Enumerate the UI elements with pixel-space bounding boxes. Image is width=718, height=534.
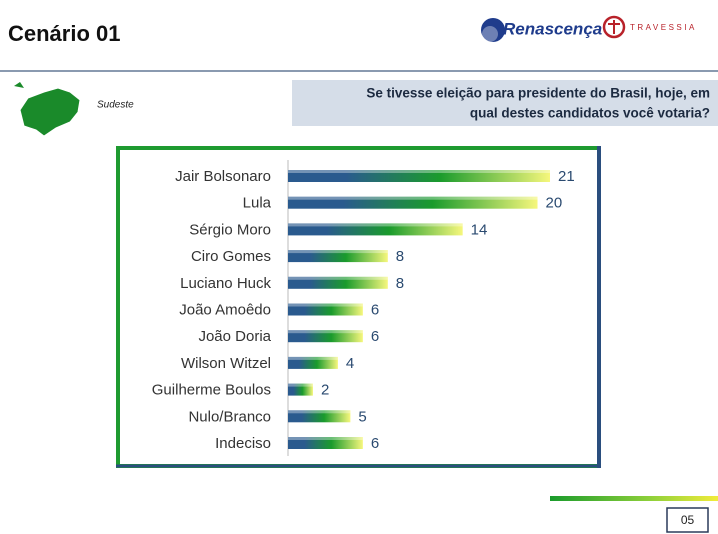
value-label: 6 [371, 328, 379, 345]
bar [288, 437, 363, 449]
region-map [14, 82, 24, 88]
page-number: 05 [681, 513, 695, 527]
value-label: 5 [358, 408, 366, 425]
bar-shine [288, 196, 538, 200]
category-label: Sérgio Moro [189, 221, 271, 238]
category-label: Luciano Huck [180, 275, 271, 292]
bar [288, 383, 313, 396]
bar-shine [288, 410, 351, 414]
value-label: 6 [371, 301, 379, 318]
bar [288, 330, 363, 343]
region-map [19, 87, 81, 137]
question-line: qual destes candidatos você votaria? [470, 106, 710, 121]
bar-shine [288, 383, 313, 387]
bar [288, 410, 351, 423]
value-label: 21 [558, 168, 575, 185]
bar-shine [288, 250, 388, 254]
value-label: 2 [321, 382, 329, 399]
category-label: João Amoêdo [179, 301, 271, 318]
category-label: Jair Bolsonaro [175, 168, 271, 185]
logo-travessia: TRAVESSIA [630, 23, 697, 32]
bar-shine [288, 170, 550, 173]
bar-shine [288, 437, 363, 440]
logo-icon [482, 26, 498, 42]
bar-shine [288, 356, 338, 360]
logo-icon [602, 15, 626, 39]
bar [288, 223, 463, 236]
bar-shine [288, 223, 463, 227]
bar-shine [288, 303, 363, 307]
category-label: Wilson Witzel [181, 355, 271, 372]
category-label: Guilherme Boulos [152, 382, 271, 399]
slide-title: Cenário 01 [8, 21, 121, 46]
value-label: 14 [471, 221, 488, 238]
logo-renascenca: Renascença [503, 19, 602, 38]
bar [288, 356, 338, 369]
value-label: 8 [396, 248, 404, 265]
bar-shine [288, 276, 388, 280]
value-label: 8 [396, 275, 404, 292]
category-label: João Doria [198, 328, 271, 345]
region-label: Sudeste [97, 100, 134, 111]
category-label: Ciro Gomes [191, 248, 271, 265]
category-label: Lula [243, 195, 272, 212]
question-box [292, 80, 718, 126]
bar [288, 303, 363, 316]
bar [288, 196, 538, 209]
category-label: Indeciso [215, 435, 271, 452]
logo-icon [481, 18, 505, 42]
page-number-box [666, 507, 709, 533]
value-label: 4 [346, 355, 354, 372]
category-label: Nulo/Branco [188, 408, 271, 425]
bar [288, 170, 550, 182]
bar [288, 250, 388, 263]
footer-bar [550, 496, 718, 501]
bar-shine [288, 330, 363, 334]
bar [288, 276, 388, 289]
value-label: 6 [371, 435, 379, 452]
question-line: Se tivesse eleição para presidente do Br… [366, 86, 710, 101]
value-label: 20 [546, 195, 563, 212]
